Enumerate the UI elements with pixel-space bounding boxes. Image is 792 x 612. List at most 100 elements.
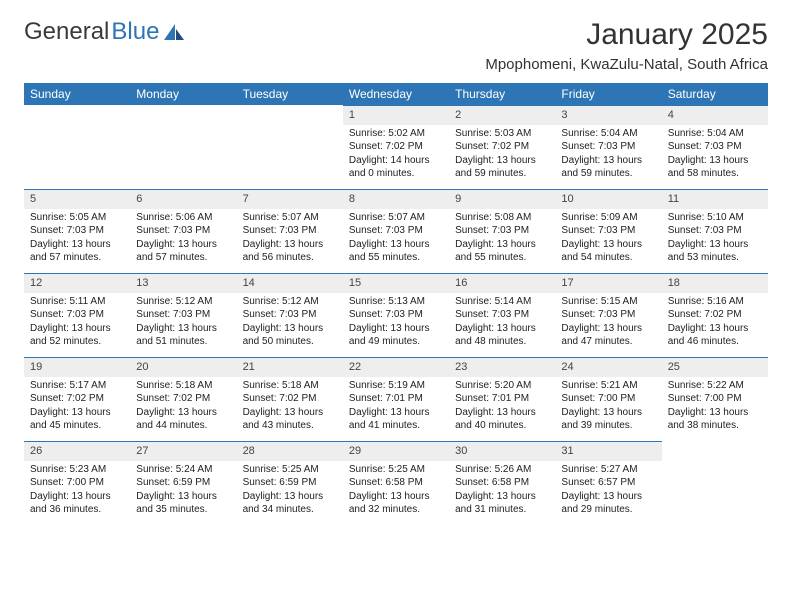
day-body: Sunrise: 5:20 AMSunset: 7:01 PMDaylight:…	[449, 377, 555, 439]
day-body: Sunrise: 5:05 AMSunset: 7:03 PMDaylight:…	[24, 209, 130, 271]
day-body: Sunrise: 5:07 AMSunset: 7:03 PMDaylight:…	[343, 209, 449, 271]
title-block: January 2025 Mpophomeni, KwaZulu-Natal, …	[485, 18, 768, 73]
sunrise-text: Sunrise: 5:10 AM	[668, 211, 762, 225]
location-text: Mpophomeni, KwaZulu-Natal, South Africa	[485, 56, 768, 73]
day-number: 8	[343, 189, 449, 209]
sunset-text: Sunset: 7:03 PM	[243, 224, 337, 238]
day-body: Sunrise: 5:03 AMSunset: 7:02 PMDaylight:…	[449, 125, 555, 187]
daylight-text: Daylight: 13 hours and 45 minutes.	[30, 406, 124, 433]
sunrise-text: Sunrise: 5:14 AM	[455, 295, 549, 309]
calendar-cell: 25Sunrise: 5:22 AMSunset: 7:00 PMDayligh…	[662, 357, 768, 441]
daylight-text: Daylight: 13 hours and 44 minutes.	[136, 406, 230, 433]
day-body: Sunrise: 5:10 AMSunset: 7:03 PMDaylight:…	[662, 209, 768, 271]
day-number: 31	[555, 441, 661, 461]
calendar-week: 26Sunrise: 5:23 AMSunset: 7:00 PMDayligh…	[24, 441, 768, 525]
sunset-text: Sunset: 7:03 PM	[136, 224, 230, 238]
calendar-cell: 9Sunrise: 5:08 AMSunset: 7:03 PMDaylight…	[449, 189, 555, 273]
day-header: Thursday	[449, 83, 555, 105]
day-number: 10	[555, 189, 661, 209]
day-body: Sunrise: 5:27 AMSunset: 6:57 PMDaylight:…	[555, 461, 661, 523]
calendar-cell: 3Sunrise: 5:04 AMSunset: 7:03 PMDaylight…	[555, 105, 661, 189]
sunset-text: Sunset: 7:02 PM	[455, 140, 549, 154]
day-number: 23	[449, 357, 555, 377]
day-number: 2	[449, 105, 555, 125]
calendar-cell: 15Sunrise: 5:13 AMSunset: 7:03 PMDayligh…	[343, 273, 449, 357]
day-body: Sunrise: 5:22 AMSunset: 7:00 PMDaylight:…	[662, 377, 768, 439]
daylight-text: Daylight: 13 hours and 58 minutes.	[668, 154, 762, 181]
daylight-text: Daylight: 13 hours and 43 minutes.	[243, 406, 337, 433]
calendar-body: 1Sunrise: 5:02 AMSunset: 7:02 PMDaylight…	[24, 105, 768, 525]
day-number: 20	[130, 357, 236, 377]
sunrise-text: Sunrise: 5:07 AM	[243, 211, 337, 225]
calendar-cell	[24, 105, 130, 189]
sunset-text: Sunset: 7:03 PM	[30, 308, 124, 322]
calendar-cell	[130, 105, 236, 189]
day-number: 27	[130, 441, 236, 461]
day-header: Wednesday	[343, 83, 449, 105]
day-body: Sunrise: 5:18 AMSunset: 7:02 PMDaylight:…	[237, 377, 343, 439]
calendar-cell: 1Sunrise: 5:02 AMSunset: 7:02 PMDaylight…	[343, 105, 449, 189]
sunrise-text: Sunrise: 5:25 AM	[243, 463, 337, 477]
sunrise-text: Sunrise: 5:02 AM	[349, 127, 443, 141]
daylight-text: Daylight: 13 hours and 31 minutes.	[455, 490, 549, 517]
day-number: 28	[237, 441, 343, 461]
day-body: Sunrise: 5:04 AMSunset: 7:03 PMDaylight:…	[555, 125, 661, 187]
sunset-text: Sunset: 7:02 PM	[30, 392, 124, 406]
sunrise-text: Sunrise: 5:25 AM	[349, 463, 443, 477]
sunrise-text: Sunrise: 5:08 AM	[455, 211, 549, 225]
sunset-text: Sunset: 6:57 PM	[561, 476, 655, 490]
sunrise-text: Sunrise: 5:13 AM	[349, 295, 443, 309]
sunrise-text: Sunrise: 5:15 AM	[561, 295, 655, 309]
calendar-cell: 10Sunrise: 5:09 AMSunset: 7:03 PMDayligh…	[555, 189, 661, 273]
daylight-text: Daylight: 13 hours and 34 minutes.	[243, 490, 337, 517]
sunset-text: Sunset: 7:03 PM	[349, 224, 443, 238]
day-body: Sunrise: 5:08 AMSunset: 7:03 PMDaylight:…	[449, 209, 555, 271]
sail-icon	[163, 23, 185, 41]
daylight-text: Daylight: 14 hours and 0 minutes.	[349, 154, 443, 181]
calendar-cell: 5Sunrise: 5:05 AMSunset: 7:03 PMDaylight…	[24, 189, 130, 273]
day-number: 24	[555, 357, 661, 377]
calendar-week: 12Sunrise: 5:11 AMSunset: 7:03 PMDayligh…	[24, 273, 768, 357]
sunset-text: Sunset: 7:03 PM	[668, 140, 762, 154]
sunset-text: Sunset: 7:00 PM	[30, 476, 124, 490]
day-number: 30	[449, 441, 555, 461]
sunset-text: Sunset: 7:03 PM	[455, 224, 549, 238]
daylight-text: Daylight: 13 hours and 56 minutes.	[243, 238, 337, 265]
daylight-text: Daylight: 13 hours and 52 minutes.	[30, 322, 124, 349]
sunset-text: Sunset: 7:00 PM	[561, 392, 655, 406]
day-body: Sunrise: 5:14 AMSunset: 7:03 PMDaylight:…	[449, 293, 555, 355]
sunset-text: Sunset: 7:03 PM	[30, 224, 124, 238]
day-body: Sunrise: 5:07 AMSunset: 7:03 PMDaylight:…	[237, 209, 343, 271]
calendar-cell: 23Sunrise: 5:20 AMSunset: 7:01 PMDayligh…	[449, 357, 555, 441]
day-body: Sunrise: 5:21 AMSunset: 7:00 PMDaylight:…	[555, 377, 661, 439]
day-number: 21	[237, 357, 343, 377]
calendar-cell: 30Sunrise: 5:26 AMSunset: 6:58 PMDayligh…	[449, 441, 555, 525]
sunrise-text: Sunrise: 5:04 AM	[668, 127, 762, 141]
daylight-text: Daylight: 13 hours and 57 minutes.	[136, 238, 230, 265]
sunset-text: Sunset: 7:01 PM	[349, 392, 443, 406]
day-number: 13	[130, 273, 236, 293]
day-number: 26	[24, 441, 130, 461]
daylight-text: Daylight: 13 hours and 46 minutes.	[668, 322, 762, 349]
day-body: Sunrise: 5:12 AMSunset: 7:03 PMDaylight:…	[130, 293, 236, 355]
sunrise-text: Sunrise: 5:24 AM	[136, 463, 230, 477]
daylight-text: Daylight: 13 hours and 54 minutes.	[561, 238, 655, 265]
month-title: January 2025	[485, 18, 768, 52]
day-header: Tuesday	[237, 83, 343, 105]
day-body: Sunrise: 5:19 AMSunset: 7:01 PMDaylight:…	[343, 377, 449, 439]
calendar-cell: 7Sunrise: 5:07 AMSunset: 7:03 PMDaylight…	[237, 189, 343, 273]
calendar-cell: 21Sunrise: 5:18 AMSunset: 7:02 PMDayligh…	[237, 357, 343, 441]
daylight-text: Daylight: 13 hours and 55 minutes.	[455, 238, 549, 265]
sunrise-text: Sunrise: 5:17 AM	[30, 379, 124, 393]
day-body: Sunrise: 5:15 AMSunset: 7:03 PMDaylight:…	[555, 293, 661, 355]
sunrise-text: Sunrise: 5:26 AM	[455, 463, 549, 477]
day-number: 19	[24, 357, 130, 377]
day-body: Sunrise: 5:04 AMSunset: 7:03 PMDaylight:…	[662, 125, 768, 187]
calendar-cell: 4Sunrise: 5:04 AMSunset: 7:03 PMDaylight…	[662, 105, 768, 189]
daylight-text: Daylight: 13 hours and 49 minutes.	[349, 322, 443, 349]
day-body: Sunrise: 5:02 AMSunset: 7:02 PMDaylight:…	[343, 125, 449, 187]
day-body: Sunrise: 5:18 AMSunset: 7:02 PMDaylight:…	[130, 377, 236, 439]
calendar-head: SundayMondayTuesdayWednesdayThursdayFrid…	[24, 83, 768, 105]
sunset-text: Sunset: 7:02 PM	[136, 392, 230, 406]
sunset-text: Sunset: 7:03 PM	[561, 140, 655, 154]
